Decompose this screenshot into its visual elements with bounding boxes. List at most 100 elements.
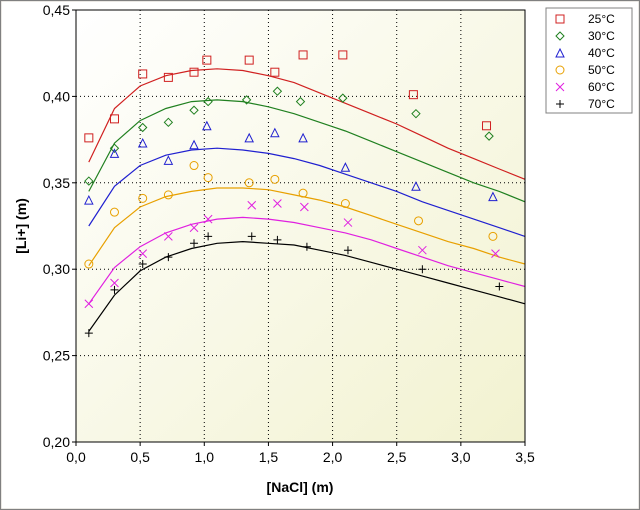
data-point bbox=[247, 200, 257, 210]
data-point bbox=[84, 329, 93, 338]
data-point bbox=[343, 218, 353, 227]
x-tick-label: 0,5 bbox=[130, 449, 150, 465]
data-point bbox=[270, 67, 280, 77]
y-axis-label: [Li+] (m) bbox=[13, 198, 29, 254]
data-point bbox=[84, 194, 94, 205]
data-point bbox=[338, 93, 348, 103]
data-point bbox=[482, 121, 492, 131]
y-tick-label: 0,30 bbox=[43, 261, 70, 277]
data-point bbox=[84, 299, 94, 309]
x-axis-ticks: 0,0 0,5 1,0 1,5 2,0 2,5 3,0 3,5 bbox=[66, 442, 535, 465]
data-point bbox=[241, 95, 252, 105]
x-axis-label: [NaCl] (m) bbox=[267, 479, 334, 495]
data-point bbox=[203, 173, 213, 183]
data-point bbox=[137, 137, 148, 148]
grid bbox=[76, 10, 525, 442]
legend-label: 30°C bbox=[588, 29, 615, 43]
data-point bbox=[138, 260, 147, 269]
y-tick-label: 0,40 bbox=[43, 88, 70, 104]
data-point bbox=[163, 155, 174, 165]
data-point bbox=[138, 69, 148, 79]
data-point bbox=[338, 50, 348, 60]
data-point bbox=[110, 278, 119, 288]
plot-area bbox=[76, 10, 525, 442]
data-point bbox=[110, 285, 119, 294]
data-point bbox=[408, 90, 418, 100]
data-point bbox=[244, 178, 254, 188]
data-point bbox=[190, 239, 199, 248]
x-tick-label: 2,5 bbox=[387, 449, 407, 465]
fit-curve bbox=[88, 187, 526, 267]
data-point bbox=[189, 139, 199, 150]
data-point bbox=[189, 223, 199, 233]
data-point bbox=[340, 162, 351, 172]
fit-curve bbox=[88, 99, 526, 203]
data-point bbox=[411, 108, 421, 119]
data-point bbox=[163, 117, 174, 128]
data-point bbox=[189, 67, 199, 77]
fit-curve bbox=[88, 68, 526, 180]
fit-curve bbox=[88, 147, 526, 237]
legend: 25°C 30°C 40°C 50°C 60°C 70°C bbox=[545, 7, 633, 114]
legend-marker bbox=[555, 14, 565, 24]
data-point bbox=[244, 132, 254, 143]
data-point bbox=[295, 96, 306, 107]
x-tick-label: 3,5 bbox=[515, 449, 535, 465]
data-point bbox=[298, 132, 308, 143]
data-point bbox=[270, 127, 280, 138]
data-point bbox=[495, 282, 504, 291]
data-point bbox=[298, 188, 308, 198]
data-point bbox=[418, 245, 427, 255]
data-point bbox=[84, 259, 94, 269]
data-point bbox=[244, 55, 254, 65]
data-point bbox=[340, 199, 350, 209]
legend-marker bbox=[555, 65, 565, 75]
y-tick-label: 0,35 bbox=[43, 175, 70, 191]
legend-marker bbox=[555, 31, 565, 41]
data-point bbox=[203, 214, 213, 224]
y-tick-label: 0,25 bbox=[43, 348, 70, 364]
data-point bbox=[298, 50, 308, 60]
data-point bbox=[138, 122, 148, 133]
fit-curve bbox=[88, 216, 526, 305]
data-point bbox=[411, 181, 421, 191]
x-tick-label: 1,0 bbox=[195, 449, 215, 465]
data-point bbox=[202, 120, 212, 131]
data-point bbox=[109, 114, 119, 124]
data-point bbox=[418, 265, 427, 274]
data-point bbox=[273, 199, 282, 208]
data-point bbox=[164, 232, 173, 241]
x-tick-label: 1,5 bbox=[259, 449, 279, 465]
legend-marker bbox=[555, 47, 565, 58]
data-point bbox=[299, 202, 309, 212]
data-point bbox=[202, 55, 212, 65]
data-point bbox=[247, 232, 256, 241]
data-point bbox=[203, 96, 213, 107]
data-point bbox=[164, 253, 173, 262]
legend-label: 50°C bbox=[588, 63, 615, 77]
data-point bbox=[189, 105, 199, 115]
x-tick-label: 2,0 bbox=[323, 449, 343, 465]
legend-label: 60°C bbox=[588, 80, 615, 94]
data-point bbox=[270, 174, 280, 184]
y-tick-label: 0,20 bbox=[43, 434, 70, 450]
data-point bbox=[138, 193, 148, 203]
data-point bbox=[109, 207, 119, 217]
x-tick-label: 3,0 bbox=[451, 449, 471, 465]
data-point bbox=[343, 246, 352, 255]
legend-box bbox=[545, 7, 633, 114]
data-point bbox=[484, 131, 494, 141]
legend-label: 70°C bbox=[588, 97, 615, 111]
data-point bbox=[138, 249, 148, 259]
plot-border bbox=[75, 9, 526, 443]
data-point bbox=[204, 232, 213, 241]
data-point bbox=[414, 216, 424, 226]
data-point bbox=[163, 72, 173, 82]
data-point bbox=[302, 242, 311, 251]
y-tick-label: 0,45 bbox=[43, 2, 70, 18]
legend-label: 25°C bbox=[588, 12, 615, 26]
data-point bbox=[488, 231, 498, 241]
legend-marker bbox=[555, 82, 565, 92]
data-point bbox=[189, 161, 199, 171]
